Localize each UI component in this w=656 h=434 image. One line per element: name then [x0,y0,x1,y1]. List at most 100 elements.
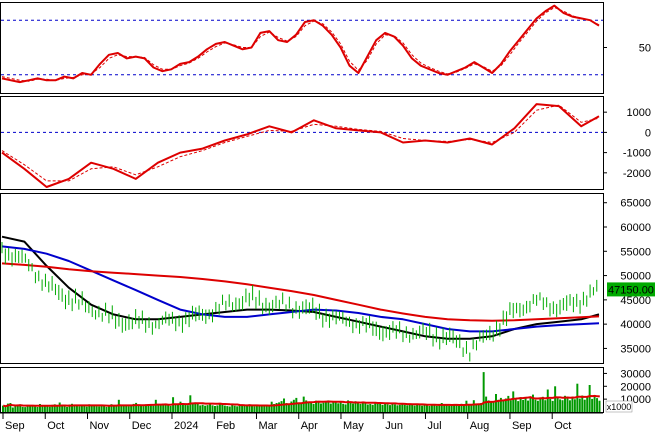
volume-bar [51,404,54,412]
volume-bar [586,396,589,412]
volume-bar [164,404,167,412]
volume-bar [433,405,436,412]
month-label-12: Sep [512,420,532,432]
volume-bar [339,402,342,412]
volume-bar [551,400,554,412]
volume-bar [11,407,14,412]
volume-bar [236,406,239,412]
volume-bar [568,400,571,412]
volume-bar [130,405,133,412]
volume-bar [73,405,76,412]
volume-bar [411,404,414,412]
volume-bar [191,403,194,412]
volume-bar [347,400,350,412]
oscillator-frame [0,2,604,94]
volume-bar [85,406,88,412]
month-label-3: Dec [132,420,152,432]
volume-bar [480,403,483,412]
time-axis: Sep Oct Nov Dec 2024 Feb Mar Apr May Jun Jul Aug Sep… [0,412,603,432]
volume-bar [61,405,64,412]
volume-bar [581,395,584,412]
volume-bar [593,395,596,412]
volume-bar [443,404,446,412]
volume-bar [381,404,384,412]
volume-bar [324,401,327,412]
price-ytick-label-5: 40000 [620,319,651,331]
volume-bar [354,401,357,412]
volume-bar [122,405,125,412]
volume-bar [184,404,187,412]
volume-bar [337,403,340,412]
volume-bar [578,398,581,412]
volume-bar [115,406,118,412]
momentum-series-signal [1,104,600,182]
panel-frames [0,2,604,413]
volume-bar [250,405,253,412]
volume-bar [342,403,345,412]
month-label-0: Sep [5,420,25,432]
volume-bar [302,396,305,412]
volume-bar [147,404,150,412]
volume-bar [295,397,298,412]
volume-bar [211,405,214,412]
volume-bar [332,402,335,412]
volume-bar [253,406,256,412]
volume-bar [157,405,160,412]
volume-bar [487,400,490,412]
volume-bar [401,403,404,412]
volume-unit-box [605,400,633,413]
volume-bar [413,405,416,412]
volume-bar [167,405,170,412]
volume-bar [243,406,246,412]
volume-bar [223,405,226,412]
volume-bar [38,404,41,412]
volume-bar [68,404,71,412]
momentum-frame [0,96,604,190]
volume-bar [196,404,199,412]
volume-bar [596,398,599,412]
volume-bar [396,405,399,412]
volume-bar [425,405,428,412]
volume-bar [98,406,101,412]
volume-bar [218,404,221,412]
volume-bar [519,397,522,412]
volume-bar [216,405,219,412]
month-label-6: Mar [258,420,277,432]
volume-bar [63,406,66,412]
volume-bar [391,403,394,412]
volume-bar [406,405,409,412]
volume-bar [53,404,56,412]
oscillator-ytick-label-0: 50 [639,43,651,55]
volume-bar [255,405,258,412]
volume-bar [221,403,224,412]
volume-bar [305,400,308,412]
volume-bar [226,406,229,412]
volume-bar [541,396,544,412]
volume-bar [194,402,197,412]
volume-bar [258,405,261,412]
volume-bar [260,404,263,412]
month-label-9: Jun [385,420,403,432]
volume-bar [93,405,96,412]
volume-bar [290,401,293,412]
volume-bar [29,406,32,412]
month-label-11: Aug [470,420,490,432]
volume-bar [482,372,485,412]
volume-bar [453,404,456,412]
volume-bar [364,403,367,412]
volume-bar [315,400,318,412]
volume-bar [470,405,473,412]
last-price-badge [607,282,655,297]
volume-bar [75,405,78,412]
volume-bar [418,405,421,412]
volume-bar [389,405,391,412]
momentum-ytick-label-2: -1000 [623,148,651,160]
volume-bar [83,406,86,412]
volume-bar [559,399,562,412]
oscillator-panel: 50 [1,4,651,84]
volume-bar [179,401,182,412]
volume-bar [517,401,520,412]
volume-bar [14,406,17,412]
